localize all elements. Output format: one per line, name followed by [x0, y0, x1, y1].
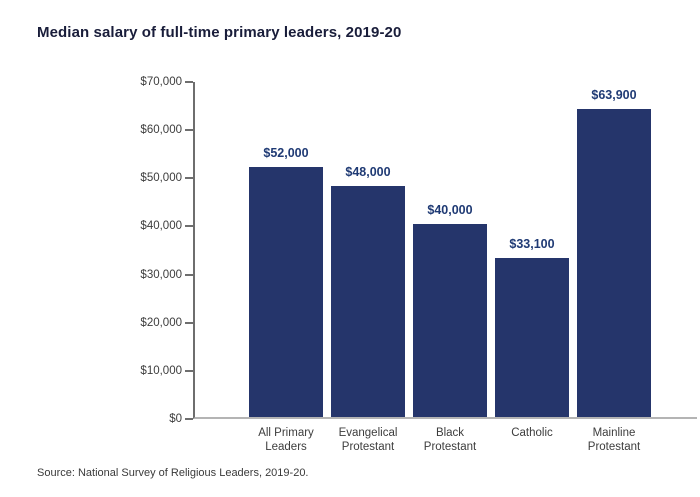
category-label: Evangelical Protestant: [338, 427, 398, 453]
category-label: Mainline Protestant: [587, 427, 641, 453]
y-axis-tick: [185, 369, 193, 372]
bar-group: $52,000 All Primary Leaders: [249, 82, 323, 453]
bar-group: $40,000 Black Protestant: [413, 82, 487, 453]
bar-group: $63,900 Mainline Protestant: [577, 82, 651, 453]
y-axis-tick-label: $40,000: [140, 220, 182, 233]
bar: [577, 109, 651, 417]
category-label: Black Protestant: [423, 427, 477, 453]
bar-value-label: $52,000: [263, 145, 309, 160]
y-axis-tick: [185, 129, 193, 132]
y-axis-tick: [185, 177, 193, 180]
y-axis-tick-label: $30,000: [140, 268, 182, 281]
y-axis-tick-label: $20,000: [140, 316, 182, 329]
y-axis-tick-label: $10,000: [140, 364, 182, 377]
bar: [413, 224, 487, 417]
bar: [495, 257, 569, 417]
bar-group: $33,100 Catholic: [495, 82, 569, 439]
y-axis-tick: [185, 418, 193, 420]
category-label: Catholic: [511, 427, 553, 439]
category-label: All Primary Leaders: [258, 427, 314, 453]
bar-value-label: $33,100: [509, 236, 555, 251]
bar-value-label: $63,900: [591, 88, 637, 103]
y-axis-tick: [185, 225, 193, 228]
y-axis-tick: [185, 321, 193, 324]
plot-area: $0 $10,000 $20,000 $30,000 $40,000 $50,000 $60…: [140, 76, 697, 453]
y-axis-tick-label: $50,000: [140, 172, 182, 185]
bar-value-label: $48,000: [345, 164, 391, 179]
bar-value-label: $40,000: [427, 203, 473, 218]
y-axis-tick-label: $0: [169, 413, 182, 425]
bar-group: $48,000 Evangelical Protestant: [331, 82, 405, 453]
y-axis-tick-label: $60,000: [140, 124, 182, 137]
chart-title: Median salary of full-time primary leade…: [37, 24, 402, 41]
source-note: Source: National Survey of Religious Lea…: [37, 467, 309, 479]
y-axis-tick-label: $70,000: [140, 76, 182, 88]
y-axis-tick: [185, 273, 193, 276]
bar: [331, 185, 405, 417]
y-axis-tick: [185, 81, 193, 83]
bar: [249, 166, 323, 417]
